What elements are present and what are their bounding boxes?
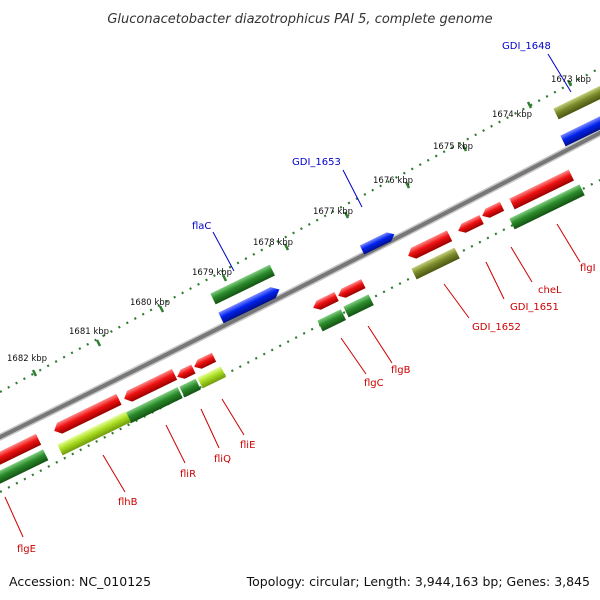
outer-ruler — [0, 67, 600, 393]
tick-mark — [31, 369, 38, 377]
genome-backbone — [0, 130, 600, 440]
genome-summary-text: Topology: circular; Length: 3,944,163 bp… — [246, 574, 590, 589]
tick-mark — [404, 181, 411, 189]
tick-mark — [566, 79, 573, 87]
gene-label-flgC[interactable]: flgC — [364, 378, 384, 389]
gene-label-flgB[interactable]: flgB — [391, 365, 411, 376]
forward-features — [210, 85, 600, 324]
gene-label-fliQ[interactable]: fliQ — [214, 454, 231, 465]
ruler-ticks — [31, 79, 573, 377]
tick-mark — [283, 243, 290, 251]
tick-label: 1675 kbp — [433, 142, 473, 152]
tick-label: 1674 kbp — [492, 110, 532, 120]
tick-label: 1680 kbp — [130, 298, 170, 308]
label-leaders — [4, 53, 581, 538]
tick-mark — [343, 211, 350, 219]
gene-labels: GDI_1648 GDI_1653 flaC flgI cheL GDI_165… — [17, 41, 596, 555]
tick-mark — [526, 101, 533, 109]
gene-label-GDI_1651[interactable]: GDI_1651 — [510, 302, 559, 313]
gene-label-flgE[interactable]: flgE — [17, 544, 36, 555]
gene-label-fliE[interactable]: fliE — [240, 440, 255, 451]
tick-mark — [461, 144, 468, 152]
tick-mark — [95, 339, 102, 347]
gene-label-flaC[interactable]: flaC — [192, 221, 211, 232]
tick-label: 1678 kbp — [253, 238, 293, 248]
gene-label-flhB[interactable]: flhB — [118, 497, 138, 508]
gene-label-flgI[interactable]: flgI — [580, 263, 596, 274]
tick-label: 1677 kbp — [313, 207, 353, 217]
gene-label-GDI_1652[interactable]: GDI_1652 — [472, 322, 521, 333]
gene-label-GDI_1653[interactable]: GDI_1653 — [292, 157, 341, 168]
ruler-tick-labels: 1673 kbp 1674 kbp 1675 kbp 1676 kbp 1677… — [7, 75, 591, 364]
tick-label: 1682 kbp — [7, 354, 47, 364]
tick-label: 1681 kbp — [69, 327, 109, 337]
gene-label-fliR[interactable]: fliR — [180, 469, 196, 480]
reverse-features — [0, 169, 585, 488]
tick-label: 1673 kbp — [551, 75, 591, 85]
gene-label-cheL[interactable]: cheL — [538, 285, 562, 296]
gene-label-GDI_1648[interactable]: GDI_1648 — [502, 41, 551, 52]
tick-label: 1679 kbp — [192, 268, 232, 278]
tick-mark — [221, 274, 228, 282]
tick-label: 1676 kbp — [373, 176, 413, 186]
page-title: Gluconacetobacter diazotrophicus PAI 5, … — [107, 12, 492, 27]
tick-mark — [158, 305, 165, 313]
accession-text: Accession: NC_010125 — [9, 574, 151, 589]
